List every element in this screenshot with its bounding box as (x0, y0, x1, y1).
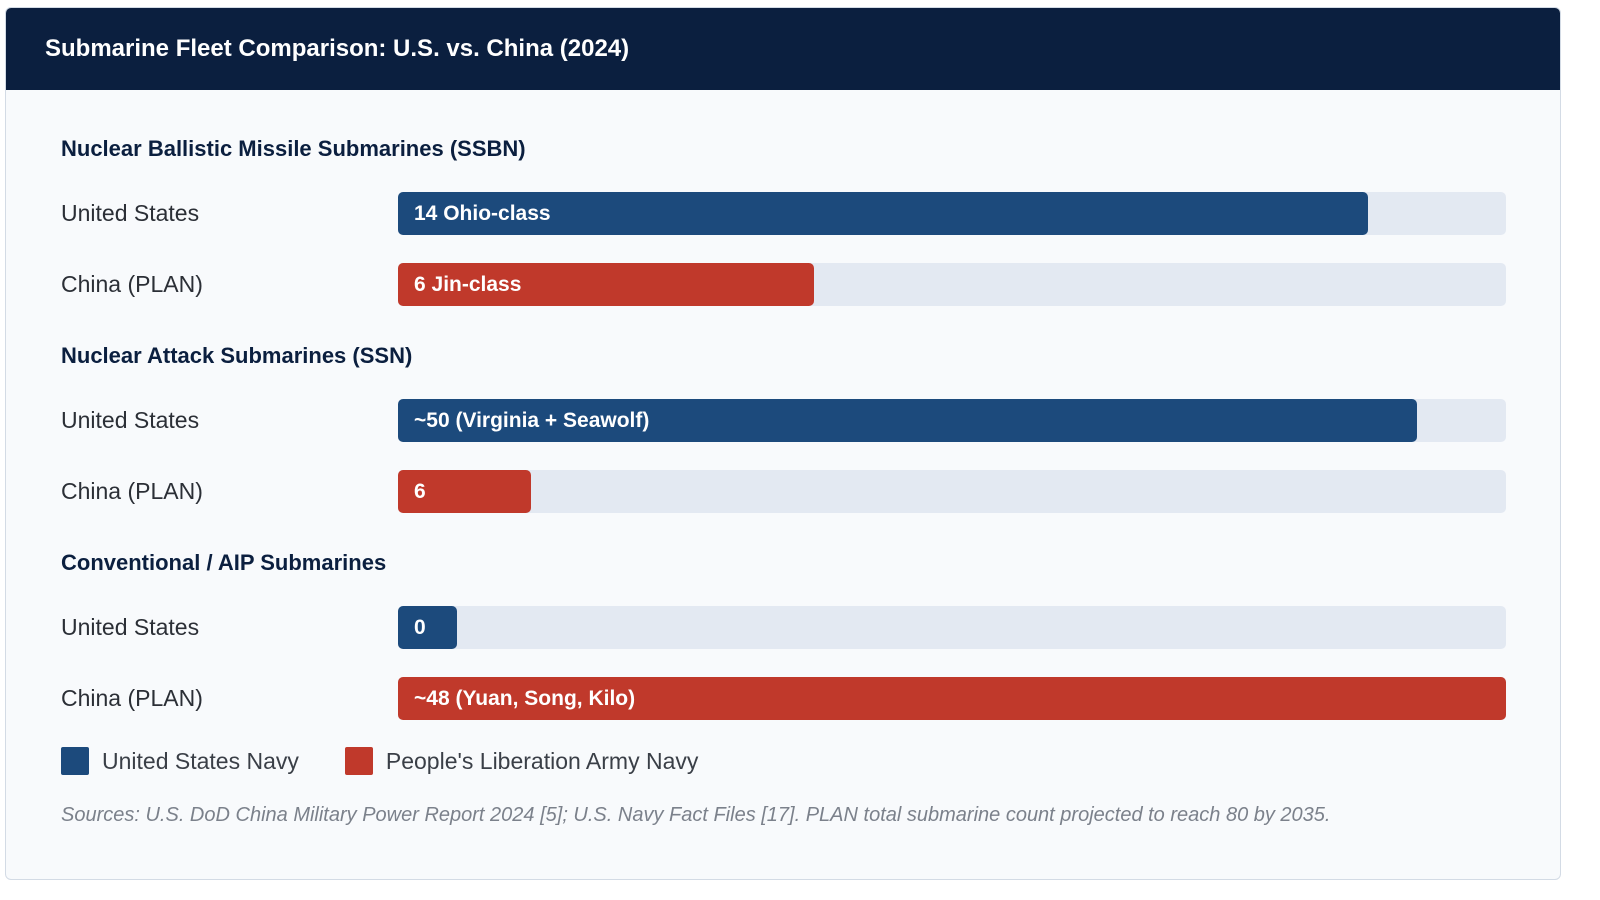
bar-row: United States 0 (61, 606, 1506, 649)
row-country-label: United States (61, 200, 200, 226)
bar-track: 14 Ohio-class (398, 192, 1506, 235)
legend-swatch-china (344, 747, 373, 775)
bar-row: China (PLAN) 6 (61, 470, 1506, 513)
bar-value-label: 0 (414, 615, 426, 639)
bar-value-label: 14 Ohio-class (414, 201, 551, 225)
legend-item-china: People's Liberation Army Navy (344, 747, 699, 775)
bar-row: China (PLAN) ~48 (Yuan, Song, Kilo) (61, 677, 1506, 720)
section-title: Conventional / AIP Submarines (61, 550, 387, 575)
bar-value-label: 6 (414, 479, 426, 503)
sources-note: Sources: U.S. DoD China Military Power R… (61, 804, 1331, 826)
section-title: Nuclear Ballistic Missile Submarines (SS… (61, 136, 526, 161)
bar-us: 14 Ohio-class (398, 192, 1368, 235)
legend-item-us: United States Navy (61, 747, 299, 775)
bar-value-label: ~48 (Yuan, Song, Kilo) (414, 686, 636, 710)
row-country-label: China (PLAN) (61, 478, 203, 504)
bar-row: United States 14 Ohio-class (61, 192, 1506, 235)
bar-value-label: ~50 (Virginia + Seawolf) (414, 408, 650, 432)
bar-track: 0 (398, 606, 1506, 649)
bar-china: 6 (398, 470, 531, 513)
row-country-label: China (PLAN) (61, 271, 203, 297)
bar-row: United States ~50 (Virginia + Seawolf) (61, 399, 1506, 442)
row-country-label: United States (61, 407, 200, 433)
bar-value-label: 6 Jin-class (414, 272, 522, 296)
bar-china: ~48 (Yuan, Song, Kilo) (398, 677, 1506, 720)
bar-track: ~48 (Yuan, Song, Kilo) (398, 677, 1506, 720)
row-country-label: China (PLAN) (61, 685, 203, 711)
chart-title: Submarine Fleet Comparison: U.S. vs. Chi… (45, 35, 630, 62)
card-header: Submarine Fleet Comparison: U.S. vs. Chi… (6, 8, 1560, 90)
section-title: Nuclear Attack Submarines (SSN) (61, 343, 413, 368)
bar-us: ~50 (Virginia + Seawolf) (398, 399, 1417, 442)
bar-row: China (PLAN) 6 Jin-class (61, 263, 1506, 306)
legend-label-china: People's Liberation Army Navy (385, 747, 699, 774)
row-country-label: United States (61, 614, 200, 640)
legend: United States Navy People's Liberation A… (61, 747, 744, 775)
bar-track: 6 (398, 470, 1506, 513)
bar-china: 6 Jin-class (398, 263, 814, 306)
legend-swatch-us (61, 747, 89, 775)
bar-track: 6 Jin-class (398, 263, 1506, 306)
legend-label-us: United States Navy (102, 747, 299, 774)
bar-us: 0 (398, 606, 457, 649)
chart-card: Submarine Fleet Comparison: U.S. vs. Chi… (5, 7, 1561, 880)
bar-track: ~50 (Virginia + Seawolf) (398, 399, 1506, 442)
